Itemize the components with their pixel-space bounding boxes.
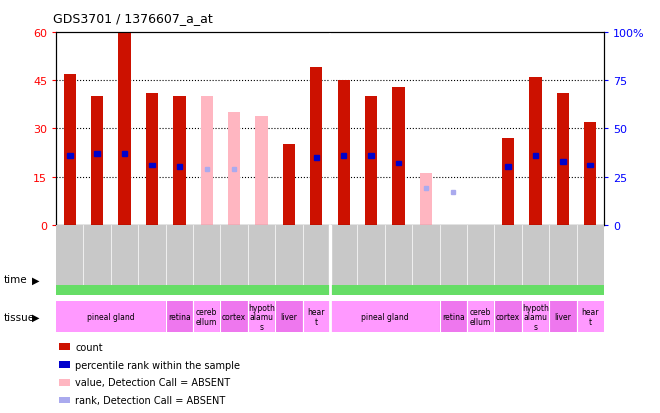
Bar: [420, 174, 432, 225]
Bar: [67, 154, 73, 158]
Text: value, Detection Call = ABSENT: value, Detection Call = ABSENT: [75, 377, 230, 387]
Bar: [549, 225, 577, 285]
Bar: [314, 155, 319, 160]
Bar: [451, 190, 455, 195]
Text: liver: liver: [280, 313, 298, 321]
Bar: [368, 154, 374, 158]
Bar: [330, 225, 358, 285]
Bar: [341, 154, 347, 158]
Bar: [440, 301, 467, 332]
Bar: [533, 154, 538, 158]
Bar: [166, 301, 193, 332]
Text: hypoth
alamu
s: hypoth alamu s: [522, 303, 549, 331]
Bar: [232, 168, 236, 171]
Text: hear
t: hear t: [308, 308, 325, 326]
Bar: [255, 116, 268, 225]
Bar: [173, 97, 185, 225]
Bar: [220, 225, 248, 285]
Bar: [146, 94, 158, 225]
Bar: [193, 225, 220, 285]
Bar: [424, 187, 428, 190]
Bar: [412, 225, 440, 285]
Bar: [365, 97, 378, 225]
Bar: [302, 301, 330, 332]
Text: retina: retina: [442, 313, 465, 321]
Bar: [467, 225, 494, 285]
Bar: [584, 123, 597, 225]
Text: cereb
ellum: cereb ellum: [196, 308, 217, 326]
Bar: [577, 225, 604, 285]
Bar: [329, 225, 331, 285]
Text: pineal gland: pineal gland: [87, 313, 135, 321]
Bar: [396, 161, 401, 166]
Bar: [392, 88, 405, 225]
Bar: [193, 301, 220, 332]
Text: cortex: cortex: [222, 313, 246, 321]
Bar: [330, 301, 440, 332]
Bar: [177, 165, 182, 170]
Bar: [560, 159, 566, 164]
Bar: [166, 225, 193, 285]
Bar: [56, 301, 166, 332]
Bar: [556, 94, 569, 225]
Text: liver: liver: [554, 313, 572, 321]
Bar: [122, 152, 127, 157]
Text: retina: retina: [168, 313, 191, 321]
Bar: [201, 97, 213, 225]
Bar: [337, 81, 350, 225]
Bar: [118, 33, 131, 225]
Bar: [549, 301, 577, 332]
Text: pineal gland: pineal gland: [361, 313, 409, 321]
Bar: [302, 225, 330, 285]
Bar: [385, 225, 412, 285]
Bar: [56, 264, 330, 295]
Bar: [529, 78, 542, 225]
Bar: [467, 301, 494, 332]
Text: cortex: cortex: [496, 313, 520, 321]
Text: percentile rank within the sample: percentile rank within the sample: [75, 360, 240, 370]
Bar: [56, 225, 83, 285]
Text: ▶: ▶: [32, 275, 39, 285]
Text: cereb
ellum: cereb ellum: [470, 308, 491, 326]
Text: time: time: [3, 275, 27, 285]
Bar: [494, 301, 521, 332]
Text: GDS3701 / 1376607_a_at: GDS3701 / 1376607_a_at: [53, 12, 213, 25]
Bar: [440, 225, 467, 285]
Bar: [220, 301, 248, 332]
Bar: [521, 225, 549, 285]
Bar: [228, 113, 240, 225]
Bar: [248, 225, 275, 285]
Bar: [587, 163, 593, 168]
Text: count: count: [75, 342, 103, 352]
Bar: [248, 301, 275, 332]
Bar: [330, 264, 604, 295]
Text: hear
t: hear t: [581, 308, 599, 326]
Bar: [521, 301, 549, 332]
Text: ▶: ▶: [32, 312, 39, 322]
Bar: [63, 75, 76, 225]
Text: mid-day (ZT9): mid-day (ZT9): [153, 275, 233, 285]
Bar: [149, 163, 154, 168]
Bar: [275, 301, 302, 332]
Bar: [506, 165, 511, 170]
Text: tissue: tissue: [3, 312, 34, 322]
Bar: [205, 168, 209, 171]
Bar: [358, 225, 385, 285]
Bar: [310, 68, 323, 225]
Bar: [282, 145, 295, 225]
Bar: [502, 139, 514, 225]
Text: midnight (ZT19): midnight (ZT19): [422, 275, 512, 285]
Text: rank, Detection Call = ABSENT: rank, Detection Call = ABSENT: [75, 395, 226, 405]
Bar: [91, 97, 104, 225]
Bar: [83, 225, 111, 285]
Bar: [138, 225, 166, 285]
Bar: [111, 225, 138, 285]
Bar: [577, 301, 604, 332]
Bar: [275, 225, 302, 285]
Text: hypoth
alamu
s: hypoth alamu s: [248, 303, 275, 331]
Bar: [494, 225, 521, 285]
Bar: [94, 152, 100, 157]
